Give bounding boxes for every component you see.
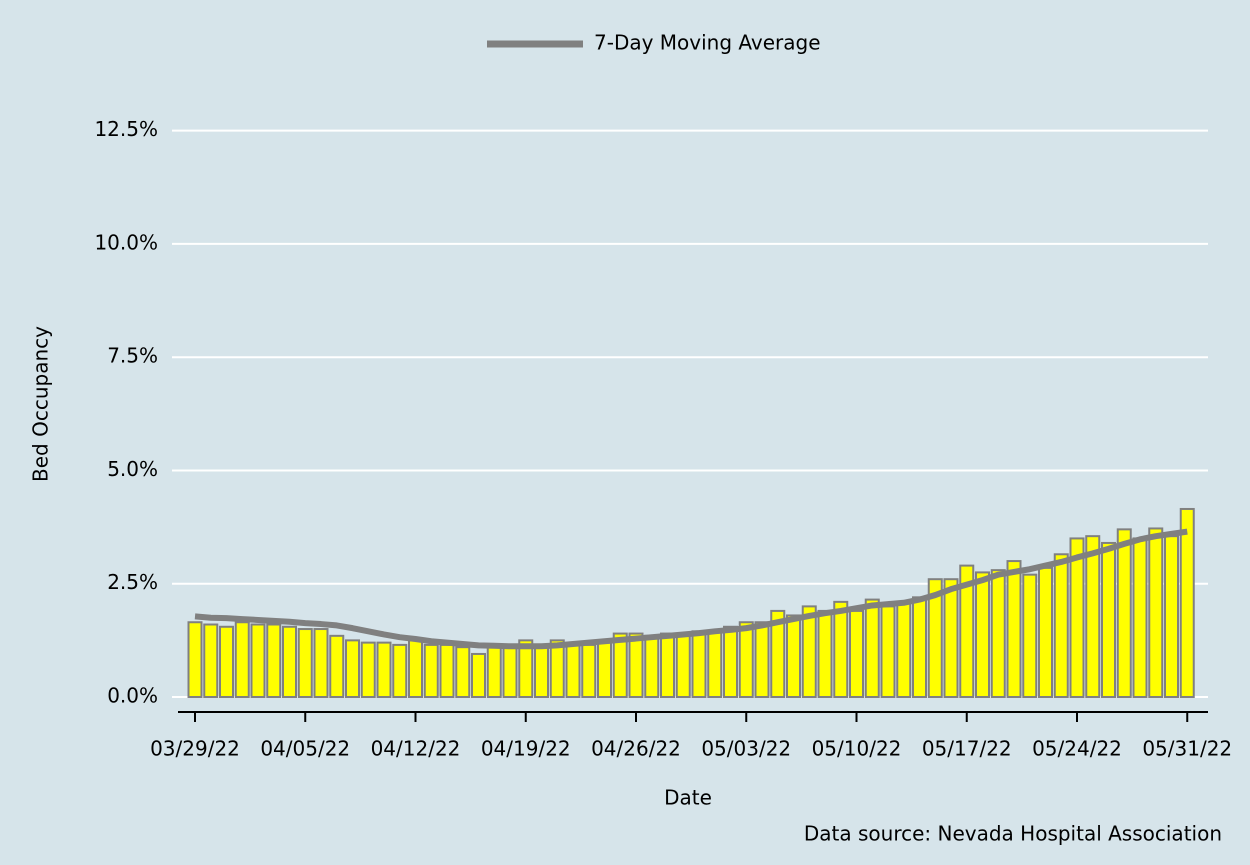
bar	[959, 564, 975, 698]
bar	[392, 643, 408, 699]
bar	[360, 641, 376, 699]
bar	[219, 625, 234, 698]
y-tick-label: 10.0%	[94, 230, 158, 254]
bar	[234, 621, 250, 698]
bar	[990, 569, 1006, 699]
bar	[313, 628, 329, 698]
x-tick-label: 04/05/22	[260, 737, 350, 761]
bar	[644, 634, 660, 698]
bar	[297, 628, 313, 698]
y-tick-label: 5.0%	[107, 457, 158, 481]
bar	[896, 600, 912, 698]
y-tick-label: 2.5%	[107, 570, 158, 594]
bar	[1179, 507, 1195, 698]
bar	[628, 632, 644, 698]
bar	[927, 578, 943, 699]
bar	[565, 643, 581, 699]
x-tick-label: 05/10/22	[812, 737, 902, 761]
source-note: Data source: Nevada Hospital Association	[804, 822, 1222, 846]
y-axis-label: Bed Occupancy	[29, 326, 53, 482]
x-tick-label: 05/03/22	[701, 737, 791, 761]
x-tick-label: 05/31/22	[1142, 737, 1232, 761]
bar	[975, 571, 990, 699]
bar	[801, 605, 817, 699]
bar	[1148, 527, 1164, 698]
bar	[770, 609, 786, 699]
bar	[1085, 535, 1101, 699]
bar	[691, 630, 707, 698]
bar	[597, 641, 612, 699]
bar	[1132, 537, 1148, 699]
bar	[203, 623, 219, 698]
bar	[250, 623, 266, 698]
bar	[534, 646, 549, 699]
bar	[912, 596, 927, 698]
bar	[738, 621, 754, 698]
x-tick-label: 05/24/22	[1032, 737, 1122, 761]
bar	[660, 632, 675, 698]
bar	[345, 639, 360, 698]
bar	[518, 639, 534, 698]
bar	[486, 646, 502, 699]
bar	[408, 639, 423, 698]
bar	[1101, 541, 1116, 699]
y-tick-label: 0.0%	[107, 684, 158, 708]
bar	[329, 634, 345, 698]
moving-average-line	[194, 528, 1188, 650]
x-tick-label: 04/12/22	[371, 737, 461, 761]
bar	[471, 652, 486, 699]
bar	[581, 643, 597, 699]
legend-label: 7-Day Moving Average	[594, 31, 821, 55]
bar	[1053, 553, 1069, 698]
x-axis-label: Date	[664, 786, 712, 810]
bar	[1022, 573, 1038, 699]
bar	[1069, 537, 1085, 699]
bar	[1038, 566, 1053, 698]
bar	[376, 641, 392, 699]
bar	[1116, 528, 1132, 698]
bar	[266, 623, 282, 698]
bar	[880, 605, 896, 699]
y-tick-label: 12.5%	[94, 117, 158, 141]
x-tick-label: 04/26/22	[591, 737, 681, 761]
bar	[849, 609, 864, 699]
bar	[754, 621, 770, 698]
bar	[282, 625, 297, 698]
bar	[1006, 560, 1022, 698]
x-tick-label: 05/17/22	[922, 737, 1012, 761]
bar	[943, 578, 959, 699]
bar	[549, 639, 565, 698]
bar	[187, 621, 203, 698]
bar	[675, 634, 691, 698]
bar	[1164, 535, 1179, 699]
bar	[864, 598, 880, 698]
bar	[502, 646, 518, 699]
bar	[612, 632, 628, 698]
bar	[423, 643, 439, 699]
bar	[786, 614, 801, 699]
bar	[817, 609, 833, 699]
bar	[439, 643, 455, 699]
y-tick-label: 7.5%	[107, 344, 158, 368]
bar	[833, 600, 849, 698]
bar	[455, 646, 471, 699]
x-tick-label: 03/29/22	[150, 737, 240, 761]
x-tick-label: 04/19/22	[481, 737, 571, 761]
bar	[723, 625, 738, 698]
bar	[707, 630, 723, 698]
